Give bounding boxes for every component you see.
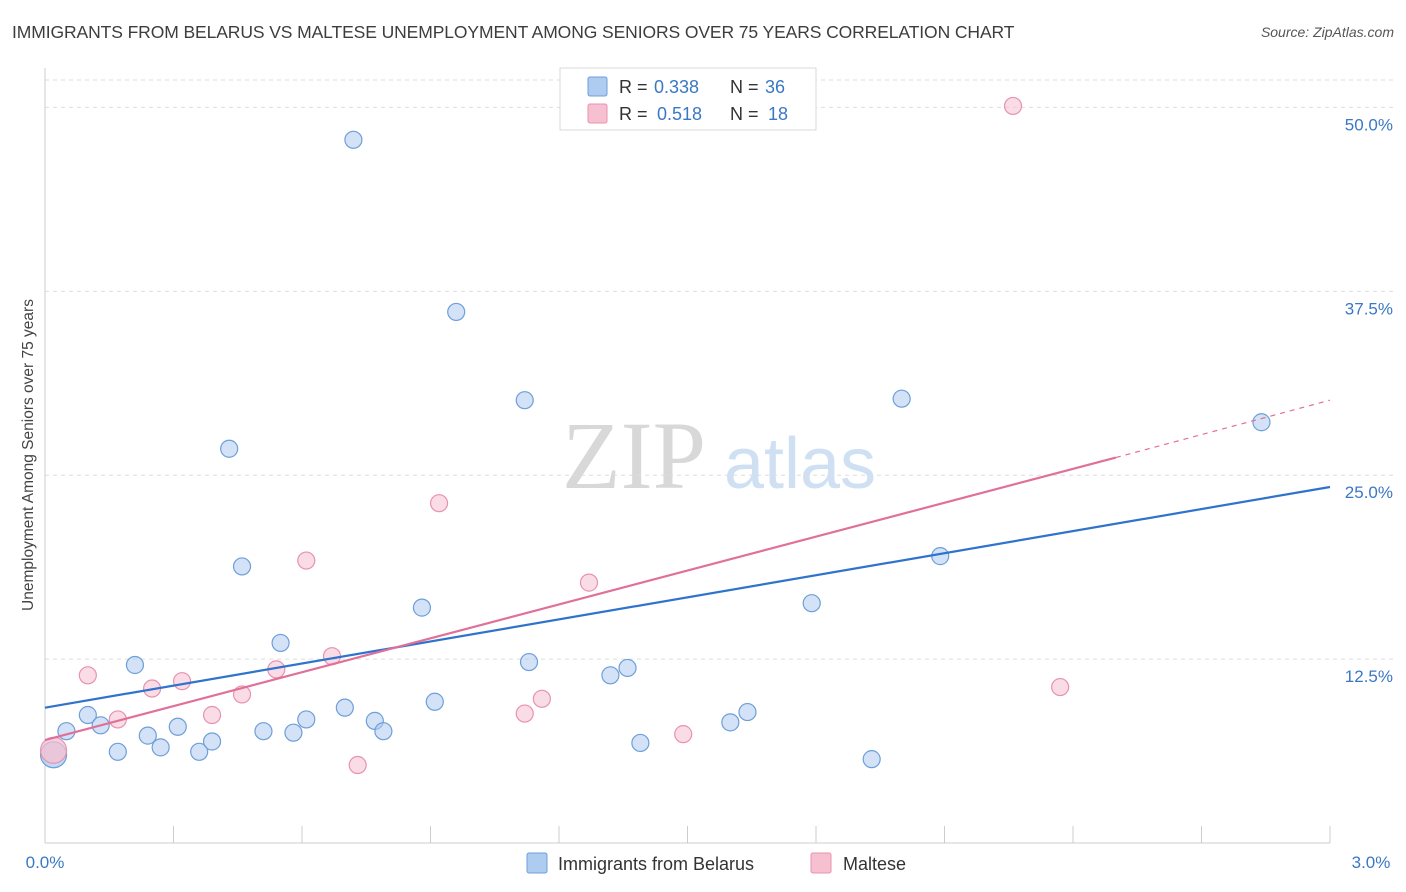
point-belarus [344, 130, 363, 149]
point-maltese [297, 551, 316, 570]
watermark-zip: ZIP [562, 402, 706, 509]
y-tick-label: 12.5% [1345, 667, 1393, 686]
point-maltese [532, 689, 551, 708]
y-tick-label: 37.5% [1345, 299, 1393, 318]
stats-n-value-0: 36 [765, 77, 785, 97]
point-belarus [1252, 413, 1271, 432]
point-belarus [802, 594, 821, 613]
point-belarus [254, 722, 273, 741]
point-belarus [220, 439, 239, 458]
point-belarus [425, 692, 444, 711]
stats-r-value-0: 0.338 [654, 77, 699, 97]
stats-r-label-0: R = [619, 77, 648, 97]
point-belarus [190, 742, 209, 761]
trend-extension-maltese [1115, 399, 1331, 459]
y-axis-label: Unemployment Among Seniors over 75 years [20, 299, 37, 611]
point-belarus [738, 702, 757, 722]
point-belarus [297, 710, 316, 729]
point-belarus [57, 722, 76, 741]
point-belarus [631, 733, 650, 753]
point-maltese [172, 672, 192, 691]
y-tick-label: 50.0% [1345, 115, 1393, 134]
point-maltese [202, 705, 222, 725]
stats-legend: R = 0.338 N = 36 R = 0.518 N = 18 [559, 67, 817, 131]
point-maltese [78, 666, 97, 685]
point-maltese [39, 736, 68, 764]
y-tick-label: 25.0% [1345, 483, 1393, 502]
x-ticks [44, 826, 1331, 843]
stats-n-label-1: N = [730, 104, 759, 124]
point-belarus [335, 698, 354, 717]
point-belarus [138, 726, 157, 745]
point-maltese [674, 725, 693, 744]
point-belarus [202, 732, 222, 751]
point-belarus [412, 598, 432, 617]
point-maltese [515, 704, 534, 723]
chart-title: IMMIGRANTS FROM BELARUS VS MALTESE UNEMP… [12, 22, 1015, 42]
point-belarus [168, 717, 187, 736]
point-belarus [284, 723, 303, 742]
point-maltese [1003, 96, 1023, 116]
point-belarus [519, 652, 539, 672]
stats-swatch-belarus [587, 76, 608, 97]
point-belarus [892, 389, 911, 408]
point-belarus [271, 633, 290, 653]
x-tick-label-max: 3.0% [1352, 853, 1391, 872]
x-tick-label-min: 0.0% [26, 853, 65, 872]
trend-lines [44, 399, 1331, 742]
point-belarus [618, 658, 637, 678]
legend-label-belarus: Immigrants from Belarus [558, 854, 754, 874]
point-maltese [429, 494, 449, 513]
legend-swatch-belarus [526, 852, 548, 874]
legend-label-maltese: Maltese [843, 854, 906, 874]
point-belarus [232, 557, 252, 576]
stats-swatch-maltese [587, 103, 608, 124]
stats-r-value-1: 0.518 [657, 104, 702, 124]
point-belarus [601, 666, 620, 685]
point-belarus [108, 742, 127, 761]
watermark-atlas: atlas [724, 424, 876, 504]
y-tick-labels: 12.5% 25.0% 37.5% 50.0% [1345, 115, 1393, 686]
trend-line-belarus [44, 485, 1331, 709]
point-belarus [78, 705, 97, 725]
stats-n-value-1: 18 [768, 104, 788, 124]
point-belarus [862, 750, 881, 769]
source-label: Source: ZipAtlas.com [1260, 24, 1394, 40]
point-maltese [1051, 677, 1070, 697]
point-maltese [579, 573, 599, 592]
point-belarus [931, 547, 950, 566]
bottom-legend: Immigrants from Belarus Maltese [526, 852, 906, 874]
point-belarus [721, 713, 740, 732]
stats-r-label-1: R = [619, 104, 648, 124]
point-belarus [374, 722, 393, 741]
point-belarus [447, 302, 466, 322]
trend-line-maltese [44, 456, 1117, 742]
point-belarus [151, 738, 170, 757]
legend-swatch-maltese [810, 852, 832, 874]
stats-n-label-0: N = [730, 77, 759, 97]
point-belarus [125, 655, 145, 675]
point-belarus [515, 391, 534, 410]
point-maltese [348, 755, 367, 775]
watermark: ZIP atlas [562, 402, 876, 509]
